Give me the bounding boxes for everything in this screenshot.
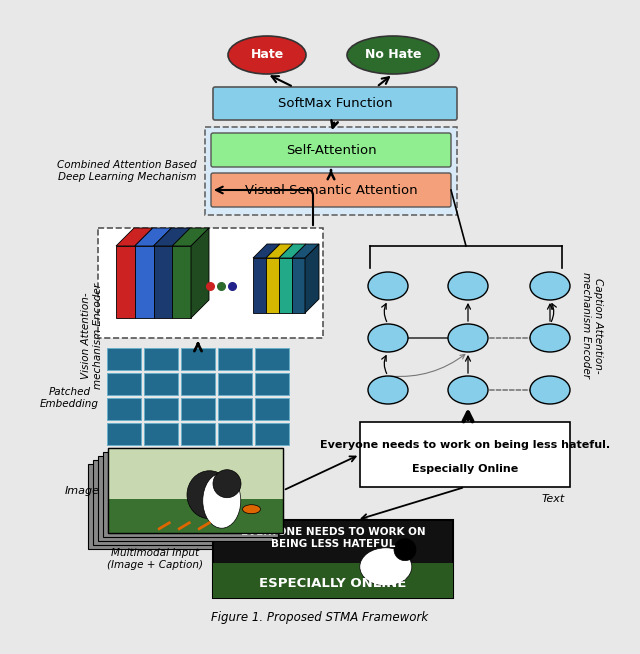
Text: Vision Attention-
mechanism Encoder: Vision Attention- mechanism Encoder (81, 283, 103, 389)
Bar (213, 520, 453, 598)
Text: Patched
Embedding: Patched Embedding (40, 387, 99, 409)
Ellipse shape (347, 36, 439, 74)
Ellipse shape (530, 376, 570, 404)
Bar (360, 422, 570, 487)
Ellipse shape (360, 548, 412, 586)
FancyBboxPatch shape (213, 87, 457, 120)
Ellipse shape (187, 471, 232, 519)
Bar (107, 398, 141, 420)
Bar (172, 246, 191, 318)
Text: Self-Attention: Self-Attention (285, 143, 376, 156)
Ellipse shape (394, 539, 416, 560)
Bar (266, 258, 279, 313)
Text: Hate: Hate (250, 48, 284, 61)
Ellipse shape (203, 473, 241, 528)
Bar (292, 258, 305, 313)
Ellipse shape (243, 505, 260, 513)
Bar (253, 258, 266, 313)
Bar (218, 423, 252, 445)
Text: No Hate: No Hate (365, 48, 421, 61)
Ellipse shape (213, 470, 241, 498)
Text: Everyone needs to work on being less hateful.: Everyone needs to work on being less hat… (320, 439, 610, 450)
Polygon shape (191, 228, 209, 318)
Bar (255, 373, 289, 395)
Text: Text: Text (541, 494, 565, 504)
Text: Visual Semantic Attention: Visual Semantic Attention (244, 184, 417, 196)
Bar (279, 258, 292, 313)
Ellipse shape (368, 324, 408, 352)
Bar (218, 373, 252, 395)
Bar (108, 499, 283, 533)
Bar (255, 348, 289, 370)
Polygon shape (305, 244, 319, 313)
Text: Especially Online: Especially Online (412, 464, 518, 473)
Bar (93, 460, 268, 545)
Bar (108, 448, 283, 533)
Bar (218, 348, 252, 370)
Ellipse shape (228, 36, 306, 74)
Polygon shape (116, 228, 153, 246)
Bar (144, 373, 178, 395)
Bar (108, 448, 283, 499)
Bar (108, 448, 283, 533)
FancyBboxPatch shape (211, 173, 451, 207)
Polygon shape (172, 228, 209, 246)
Bar (181, 398, 215, 420)
Bar (255, 398, 289, 420)
Polygon shape (253, 244, 280, 258)
Bar (144, 423, 178, 445)
Bar (103, 452, 278, 537)
Polygon shape (266, 244, 293, 258)
Polygon shape (279, 244, 306, 258)
Bar (135, 246, 154, 318)
Text: Multimodal Input
(Image + Caption): Multimodal Input (Image + Caption) (107, 548, 203, 570)
Ellipse shape (530, 272, 570, 300)
Bar (181, 373, 215, 395)
Bar (205, 127, 457, 215)
Bar (213, 563, 453, 598)
Bar (144, 398, 178, 420)
Text: Caption Attention-
mechanism Encoder: Caption Attention- mechanism Encoder (581, 273, 603, 379)
Text: Figure 1. Proposed STMA Framework: Figure 1. Proposed STMA Framework (211, 610, 429, 623)
Bar (181, 423, 215, 445)
Bar (107, 423, 141, 445)
Polygon shape (154, 228, 190, 246)
Ellipse shape (368, 376, 408, 404)
Text: ESPECIALLY ONLINE: ESPECIALLY ONLINE (259, 577, 406, 591)
Bar (98, 456, 273, 541)
Polygon shape (135, 228, 172, 246)
Bar (154, 246, 172, 318)
Bar (218, 398, 252, 420)
Ellipse shape (368, 272, 408, 300)
Text: EVERYONE NEEDS TO WORK ON
BEING LESS HATEFUL: EVERYONE NEEDS TO WORK ON BEING LESS HAT… (241, 527, 426, 549)
Bar (181, 348, 215, 370)
Bar (107, 348, 141, 370)
Ellipse shape (530, 324, 570, 352)
Bar (107, 373, 141, 395)
Polygon shape (292, 244, 319, 258)
Bar (98, 228, 323, 338)
Text: Combined Attention Based
Deep Learning Mechanism: Combined Attention Based Deep Learning M… (58, 160, 197, 182)
Ellipse shape (448, 272, 488, 300)
Text: SoftMax Function: SoftMax Function (278, 97, 392, 110)
Bar (116, 246, 135, 318)
Ellipse shape (448, 376, 488, 404)
Bar (144, 348, 178, 370)
FancyBboxPatch shape (211, 133, 451, 167)
Bar (255, 423, 289, 445)
Ellipse shape (448, 324, 488, 352)
Text: Image: Image (65, 485, 100, 496)
Bar (88, 464, 263, 549)
